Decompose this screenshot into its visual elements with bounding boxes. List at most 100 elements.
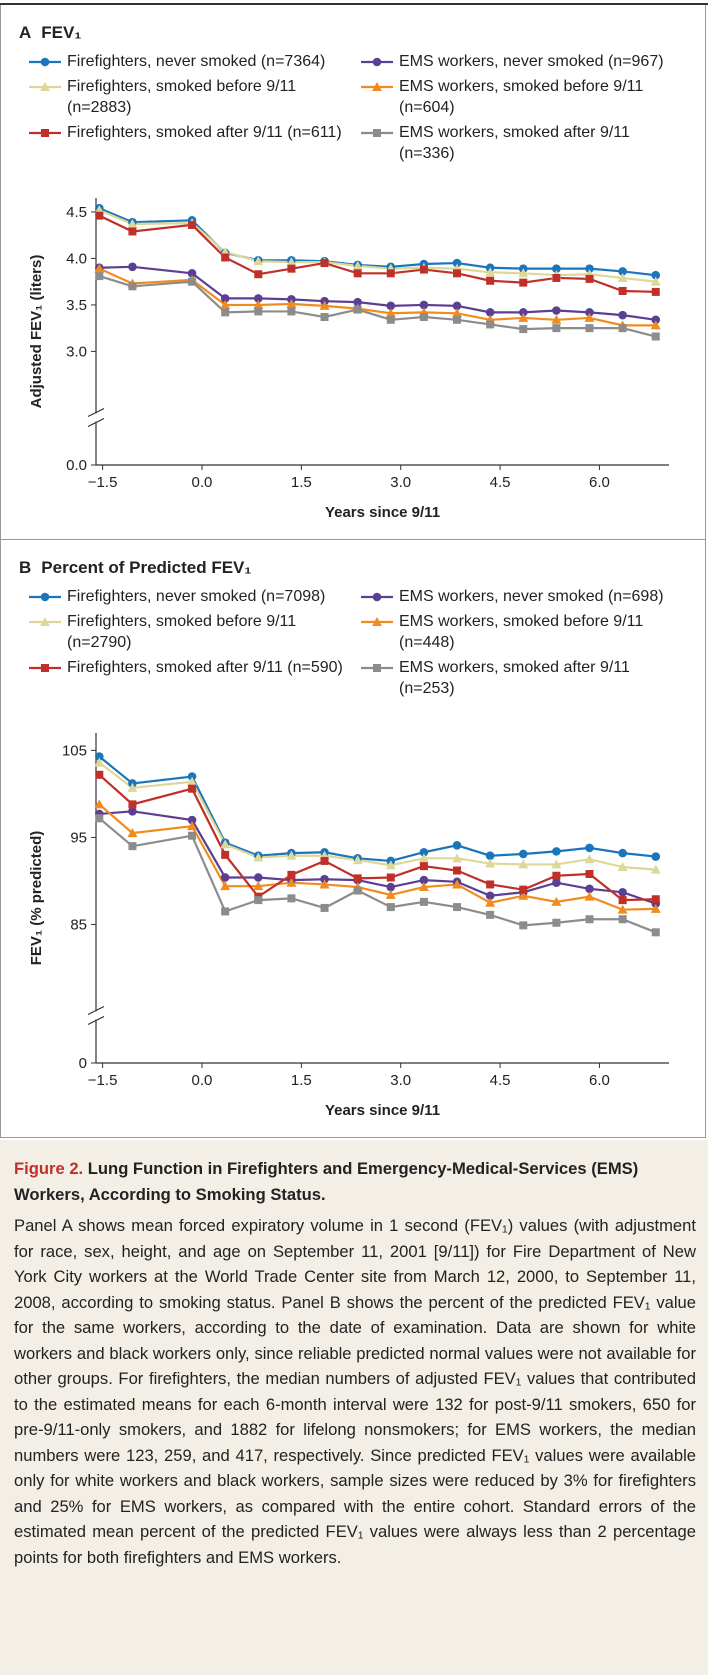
series-line bbox=[99, 810, 657, 905]
legend-swatch bbox=[29, 57, 61, 67]
marker bbox=[386, 269, 395, 278]
marker bbox=[253, 299, 264, 309]
marker bbox=[253, 881, 264, 891]
panel: B Percent of Predicted FEV₁ Firefighters, … bbox=[0, 540, 706, 1138]
marker bbox=[286, 298, 297, 308]
marker bbox=[319, 300, 330, 310]
legend-label: Firefighters, never smoked (n=7364) bbox=[67, 53, 326, 70]
marker bbox=[419, 862, 428, 871]
marker bbox=[386, 903, 395, 912]
marker bbox=[584, 891, 595, 901]
legend-label: EMS workers, never smoked (n=698) bbox=[399, 588, 664, 605]
marker bbox=[551, 314, 562, 324]
top-rule bbox=[0, 3, 708, 5]
marker bbox=[453, 315, 462, 324]
series-line bbox=[98, 267, 656, 327]
panel-letter: B bbox=[19, 558, 32, 577]
marker bbox=[128, 282, 137, 291]
marker bbox=[188, 784, 197, 793]
marker bbox=[518, 268, 529, 278]
marker bbox=[253, 852, 264, 862]
legend-swatch bbox=[29, 617, 61, 626]
plot: 0.03.03.54.04.5−1.5 0.0 1.5 3.0 4.5 6.0Years … bbox=[28, 198, 669, 521]
axis-break bbox=[87, 1005, 105, 1016]
marker bbox=[127, 219, 138, 229]
x-tick-label: 1.5 bbox=[291, 474, 312, 491]
marker bbox=[452, 879, 463, 889]
marker bbox=[94, 757, 105, 767]
marker bbox=[128, 807, 137, 816]
marker bbox=[221, 850, 230, 859]
marker bbox=[128, 800, 137, 809]
x-axis-title: Years since 9/11 bbox=[325, 504, 440, 521]
legend-label: EMS workers, smoked before 9/11 (n=604) bbox=[399, 78, 644, 116]
legend-swatch bbox=[361, 617, 393, 626]
legend-item: EMS workers, smoked after 9/11 (n=336) bbox=[359, 122, 699, 164]
marker bbox=[187, 776, 198, 786]
caption-body: Panel A shows mean forced expiratory vol… bbox=[14, 1216, 696, 1567]
x-tick-label: 4.5 bbox=[490, 1072, 511, 1089]
legend-label: Firefighters, smoked after 9/11 (n=611) bbox=[67, 124, 342, 141]
panel-letter: A bbox=[19, 23, 32, 42]
marker bbox=[286, 257, 297, 267]
marker bbox=[286, 877, 297, 887]
marker bbox=[386, 873, 395, 882]
legend-swatch bbox=[29, 592, 61, 602]
marker bbox=[95, 814, 104, 823]
marker bbox=[220, 873, 230, 882]
marker bbox=[552, 878, 561, 888]
legend-item: Firefighters, smoked before 9/11 (n=2790… bbox=[27, 611, 359, 653]
marker bbox=[94, 799, 105, 809]
marker bbox=[585, 843, 594, 853]
marker bbox=[386, 301, 396, 311]
marker bbox=[486, 320, 495, 329]
marker bbox=[386, 315, 395, 324]
series-line bbox=[98, 275, 657, 338]
marker bbox=[221, 308, 230, 317]
marker bbox=[453, 903, 462, 912]
x-tick-label: 6.0 bbox=[589, 1072, 610, 1089]
marker bbox=[188, 277, 197, 286]
marker bbox=[651, 332, 660, 341]
marker bbox=[552, 273, 561, 282]
legend-marker bbox=[373, 664, 381, 672]
marker bbox=[187, 815, 197, 825]
marker bbox=[518, 308, 528, 317]
marker bbox=[585, 915, 594, 924]
marker bbox=[128, 842, 137, 851]
marker bbox=[287, 264, 296, 273]
legend-swatch bbox=[361, 129, 393, 137]
marker bbox=[618, 915, 627, 924]
marker bbox=[353, 874, 362, 883]
series-line bbox=[98, 755, 656, 863]
marker bbox=[220, 881, 231, 891]
legend-item: EMS workers, never smoked (n=698) bbox=[359, 586, 699, 607]
marker bbox=[585, 308, 594, 317]
marker bbox=[452, 853, 463, 863]
marker bbox=[187, 772, 197, 781]
legend-marker bbox=[41, 129, 49, 137]
legend-item: Firefighters, smoked before 9/11 (n=2883… bbox=[27, 76, 359, 118]
x-tick-label: 1.5 bbox=[291, 1072, 312, 1089]
marker bbox=[221, 907, 230, 916]
marker bbox=[187, 269, 197, 278]
marker bbox=[95, 770, 104, 779]
marker bbox=[385, 889, 396, 899]
y-tick-label: 95 bbox=[70, 829, 87, 846]
marker bbox=[519, 278, 528, 287]
marker bbox=[419, 265, 428, 274]
marker bbox=[485, 267, 496, 277]
legend-label: Firefighters, smoked before 9/11 (n=2790… bbox=[67, 613, 297, 651]
marker bbox=[651, 315, 661, 325]
series-line bbox=[98, 803, 656, 911]
marker bbox=[485, 897, 496, 907]
marker bbox=[352, 260, 363, 270]
panel-title: A FEV₁ bbox=[19, 23, 81, 43]
marker bbox=[584, 312, 595, 322]
marker bbox=[127, 782, 138, 792]
marker bbox=[353, 269, 362, 278]
marker bbox=[353, 297, 362, 307]
marker bbox=[452, 301, 462, 311]
legend-marker bbox=[40, 82, 50, 91]
marker bbox=[453, 866, 462, 875]
